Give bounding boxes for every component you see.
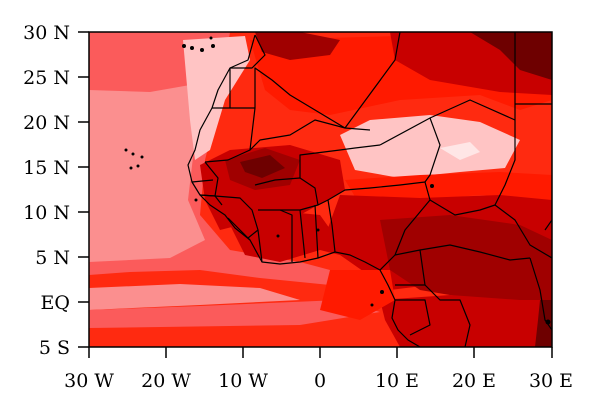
border-nigeria-cameroon	[379, 181, 431, 271]
island-lake-victoria-edge	[545, 319, 551, 325]
island-bijagos	[194, 198, 198, 202]
island-lake-volta	[316, 228, 320, 232]
border-car-south	[419, 244, 531, 261]
country-boundaries	[187, 32, 552, 347]
border-benin	[317, 199, 336, 253]
x-tick-marks	[88, 347, 553, 358]
island-lake-kossou	[276, 234, 280, 238]
contour-pink-band-south	[89, 300, 380, 328]
border-mauritania-mali	[204, 107, 256, 163]
border-mali-algeria	[249, 119, 371, 151]
y-tick-marks	[78, 31, 89, 348]
contour-darkred-north-strip	[255, 32, 340, 60]
contour-darkest-sahel-inner	[240, 155, 285, 178]
x-tick-label-10w: 10 W	[218, 370, 268, 392]
border-drc-east	[529, 257, 552, 331]
border-mali-niger	[299, 144, 381, 178]
contour-red-congo-south	[380, 295, 552, 347]
x-tick-label-0: 0	[314, 370, 326, 392]
contour-darkest-central	[380, 215, 552, 300]
border-sierra-leone-liberia	[227, 217, 251, 241]
border-congo	[424, 284, 471, 347]
island-lake-chad	[430, 184, 434, 188]
y-tick-label-30n: 30 N	[23, 22, 70, 44]
island-madeira	[209, 36, 213, 40]
border-cameroon-south	[394, 249, 426, 286]
contour-red-central-band	[345, 172, 552, 205]
border-niger-chad	[379, 117, 441, 183]
island-sao-tome	[370, 303, 374, 307]
x-tick-label-30w: 30 W	[64, 370, 114, 392]
y-tick-label-25n: 25 N	[23, 67, 70, 89]
y-tick-label-15n: 15 N	[23, 157, 70, 179]
y-tick-labels: 30 N 25 N 20 N 15 N 10 N 5 N EQ 5 S	[23, 22, 70, 359]
border-libya-chad	[429, 99, 516, 121]
y-tick-label-eq: EQ	[41, 292, 70, 314]
border-algeria-libya	[344, 32, 401, 129]
island-cape-verde-1	[124, 148, 128, 152]
x-tick-label-20w: 20 W	[141, 370, 191, 392]
island-canary-1	[182, 44, 186, 48]
contour-darkest-northeast	[470, 32, 552, 80]
border-niger-nigeria	[327, 181, 426, 201]
border-gambia	[191, 179, 214, 183]
x-tick-label-20e: 20 E	[452, 370, 496, 392]
contour-red-gulf	[320, 270, 395, 320]
border-chad-car	[429, 199, 496, 216]
border-cote-divoire	[257, 209, 293, 263]
island-cape-verde-3	[140, 155, 144, 159]
x-tick-label-10e: 10 E	[375, 370, 419, 392]
island-cape-verde-2	[131, 152, 135, 156]
coastline-west-africa	[187, 34, 421, 347]
contour-darkest-southeast	[535, 300, 552, 347]
y-tick-label-5n: 5 N	[35, 247, 70, 269]
border-ghana-togo	[299, 204, 319, 259]
island-canary-4	[211, 44, 215, 48]
x-tick-label-30e: 30 E	[529, 370, 573, 392]
border-morocco-algeria	[230, 34, 266, 69]
border-sudan-south	[494, 204, 552, 259]
island-canary-2	[190, 46, 194, 50]
contour-white-sahara-core	[440, 142, 480, 160]
contour-light-band-south	[89, 284, 300, 310]
island-bioko	[380, 290, 384, 294]
border-gabon	[395, 299, 431, 336]
island-cape-verde-5	[136, 164, 140, 168]
y-tick-label-10n: 10 N	[23, 202, 70, 224]
contour-field	[89, 32, 552, 347]
island-cape-verde-4	[129, 166, 133, 170]
x-tick-labels: 30 W 20 W 10 W 0 10 E 20 E 30 E	[64, 370, 573, 392]
border-chad-sudan	[494, 120, 516, 206]
y-tick-label-20n: 20 N	[23, 112, 70, 134]
contour-light-west-atlantic	[89, 85, 205, 262]
island-canary-3	[200, 48, 204, 52]
islands	[124, 36, 551, 325]
y-tick-label-5s: 5 S	[39, 337, 70, 359]
coast-red-sea	[544, 219, 552, 231]
border-guinea	[214, 195, 259, 239]
contour-lightest-sahara-east	[340, 115, 520, 178]
